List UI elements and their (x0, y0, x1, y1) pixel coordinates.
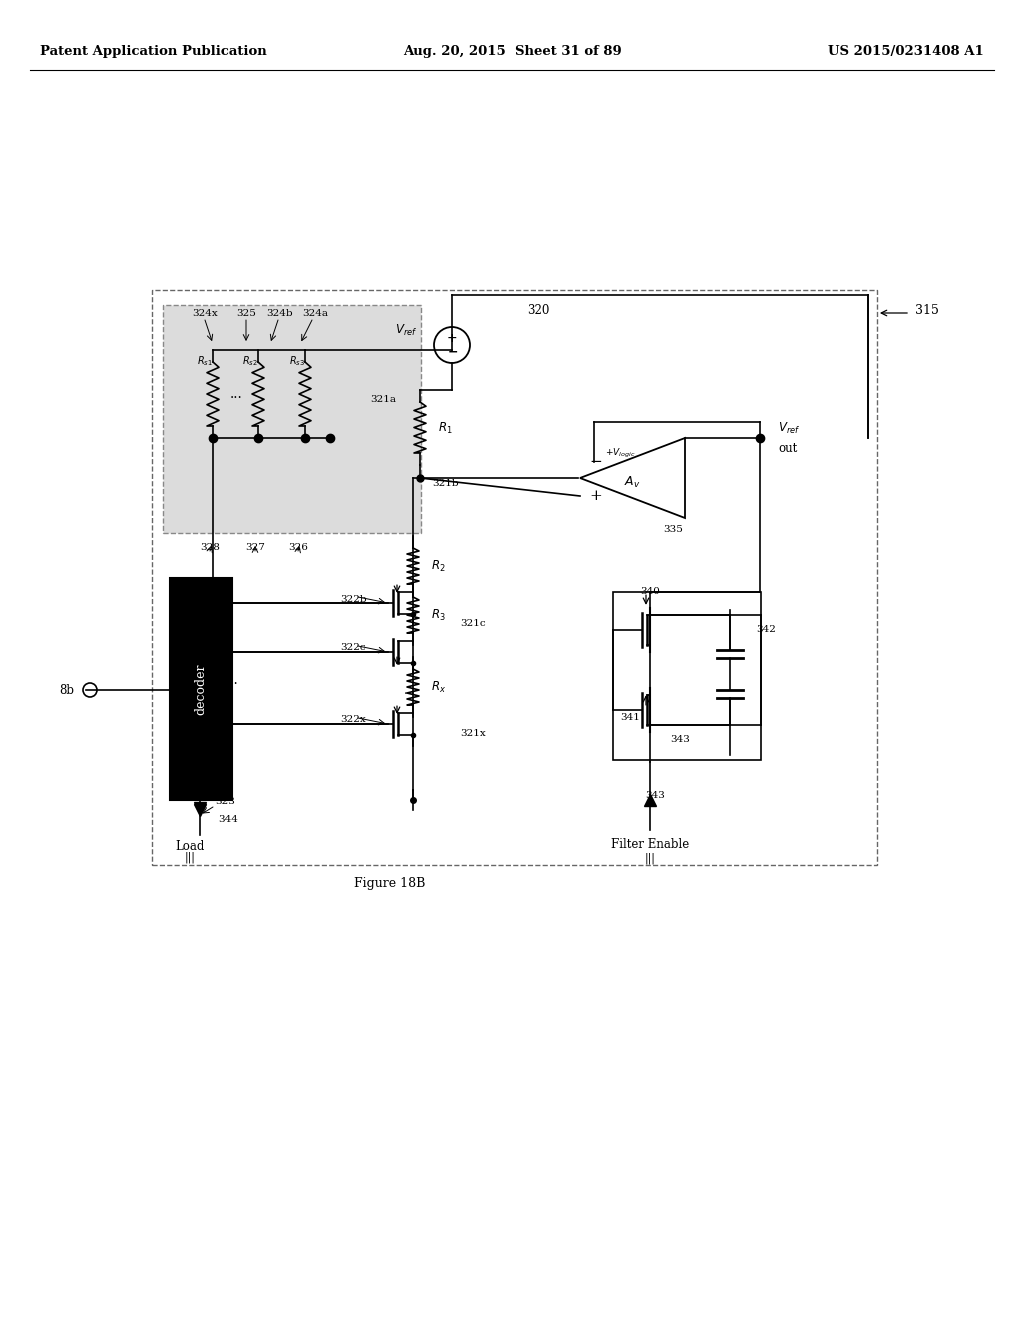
Text: Patent Application Publication: Patent Application Publication (40, 45, 266, 58)
Text: 325: 325 (237, 309, 256, 318)
Circle shape (83, 682, 97, 697)
Text: 324b: 324b (266, 309, 293, 318)
Text: Filter Enable: Filter Enable (611, 838, 689, 851)
Text: 343: 343 (645, 791, 665, 800)
Text: ...: ... (229, 387, 243, 401)
Text: 327: 327 (245, 544, 265, 553)
Text: Load: Load (175, 841, 205, 854)
Text: 343: 343 (670, 735, 690, 744)
Text: 341: 341 (620, 714, 640, 722)
Text: $A_v$: $A_v$ (624, 474, 640, 490)
Text: 323: 323 (215, 797, 234, 807)
Circle shape (434, 327, 470, 363)
Text: −: − (447, 346, 459, 359)
Text: Figure 18B: Figure 18B (354, 876, 426, 890)
Bar (613, 591, 761, 760)
Text: $V_{ref}$: $V_{ref}$ (778, 421, 801, 436)
Text: $R_3$: $R_3$ (431, 607, 445, 623)
Text: 8b: 8b (59, 684, 74, 697)
Text: |||: ||| (644, 853, 655, 863)
Text: 321x: 321x (460, 730, 485, 738)
Text: 328: 328 (200, 544, 220, 553)
Text: +: + (589, 488, 602, 503)
Text: 315: 315 (915, 304, 939, 317)
Text: decoder: decoder (195, 663, 208, 714)
Polygon shape (580, 438, 685, 517)
Text: 326: 326 (288, 544, 308, 553)
Text: 322c: 322c (340, 644, 366, 652)
Text: Aug. 20, 2015  Sheet 31 of 89: Aug. 20, 2015 Sheet 31 of 89 (402, 45, 622, 58)
Text: 342: 342 (756, 626, 776, 635)
Text: $R_2$: $R_2$ (431, 558, 445, 574)
Text: 321c: 321c (460, 619, 485, 627)
Text: $R_{s1}$: $R_{s1}$ (197, 354, 213, 368)
Text: 322x: 322x (340, 715, 366, 725)
Text: 320: 320 (527, 304, 549, 317)
Text: 335: 335 (664, 525, 683, 535)
Text: 322b: 322b (340, 594, 367, 603)
Text: 324a: 324a (302, 309, 328, 318)
Text: 324x: 324x (193, 309, 218, 318)
Text: $V_{ref}$: $V_{ref}$ (395, 322, 418, 338)
Text: US 2015/0231408 A1: US 2015/0231408 A1 (828, 45, 984, 58)
Text: |||: ||| (184, 851, 196, 863)
Text: +: + (446, 333, 458, 346)
Bar (170, 578, 232, 800)
Text: 321a: 321a (370, 396, 396, 404)
Bar (163, 305, 421, 533)
Text: $R_x$: $R_x$ (431, 680, 446, 694)
Text: $+V_{logic}$: $+V_{logic}$ (605, 446, 635, 459)
Text: −: − (589, 455, 602, 469)
Text: ...: ... (404, 684, 416, 697)
Text: 321b: 321b (432, 479, 459, 487)
Text: 344: 344 (218, 816, 238, 825)
Text: $R_{s3}$: $R_{s3}$ (289, 354, 305, 368)
Text: out: out (778, 441, 798, 454)
Bar (152, 290, 877, 865)
Text: ...: ... (225, 673, 239, 686)
Text: $R_{s2}$: $R_{s2}$ (242, 354, 258, 368)
Text: $R_1$: $R_1$ (438, 421, 453, 436)
Text: 340: 340 (640, 587, 659, 597)
